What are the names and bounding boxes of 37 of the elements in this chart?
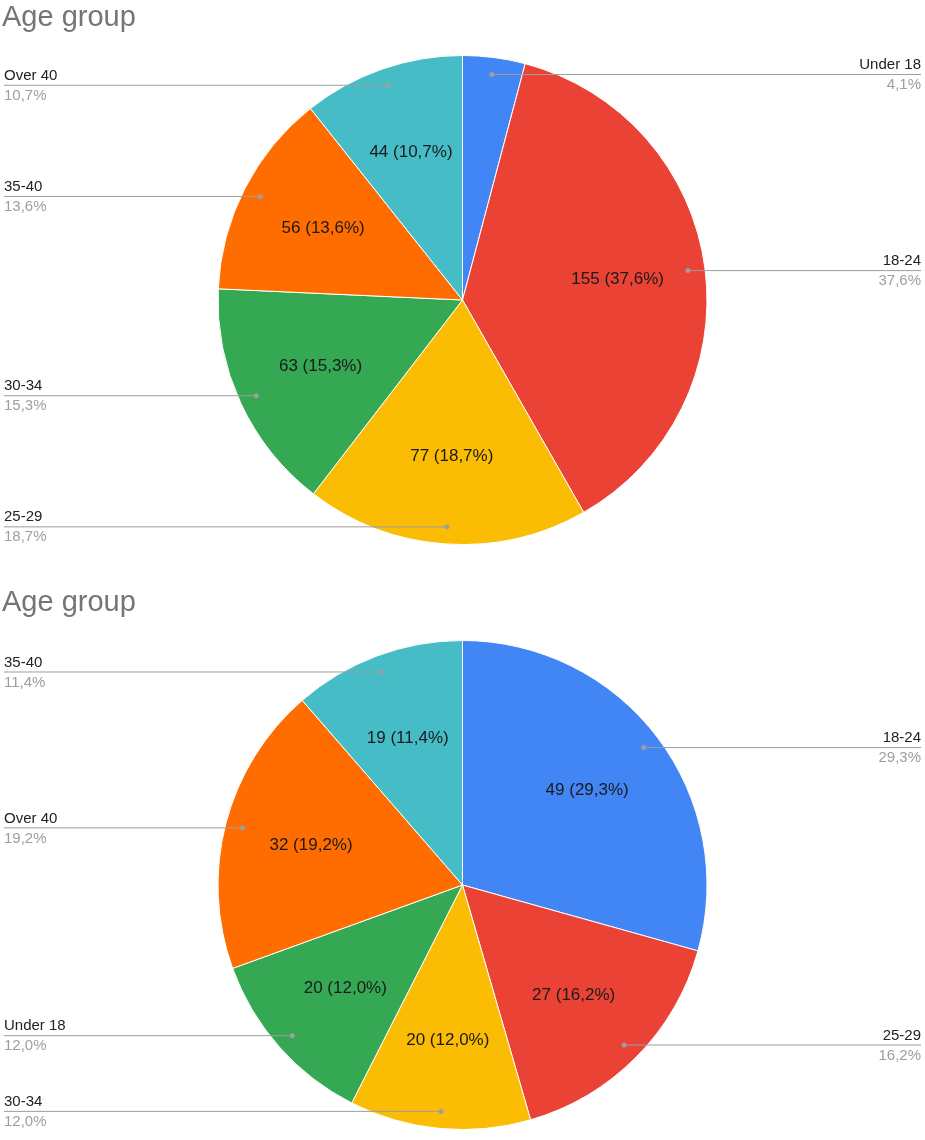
data-label: 32 (19,2%) (269, 835, 353, 855)
text: 15,3% (4, 396, 47, 414)
slice-label: 35-40 (4, 652, 43, 670)
text: 37,6% (878, 271, 921, 289)
text: 13,6% (4, 197, 47, 215)
slice-label: Under 18 (4, 1016, 66, 1034)
text: 4,1% (886, 75, 921, 93)
slice-label: Over 40 (4, 65, 58, 83)
slice-label: 18-24 (882, 728, 921, 746)
slice-label: 30-34 (4, 1092, 43, 1110)
slice-label: Over 40 (4, 808, 58, 826)
slice-label: 25-29 (882, 1025, 921, 1043)
data-label: 27 (16,2%) (532, 984, 616, 1004)
data-label: 77 (18,7%) (410, 445, 494, 465)
data-label: 20 (12,0%) (406, 1030, 490, 1050)
data-label: 20 (12,0%) (303, 978, 387, 998)
slice-label: 30-34 (4, 376, 43, 394)
text: 29,3% (878, 748, 921, 766)
text: 12,0% (4, 1112, 47, 1130)
data-label: 19 (11,4%) (366, 728, 449, 748)
data-label: 63 (15,3%) (278, 355, 363, 375)
chart-title: Age group (2, 585, 136, 618)
data-label: 44 (10,7%) (369, 141, 453, 161)
text: 12,0% (4, 1036, 47, 1054)
text: 11,4% (4, 672, 46, 690)
slice-label: 25-29 (4, 507, 43, 525)
data-label: 49 (29,3%) (545, 780, 629, 800)
text: 16,2% (878, 1045, 921, 1063)
slice-label: 35-40 (4, 177, 43, 195)
slice-label: 18-24 (882, 251, 921, 269)
chart-title: Age group (2, 0, 136, 33)
text: 18,7% (4, 527, 47, 545)
text: 19,2% (4, 828, 47, 846)
text: 10,7% (4, 85, 47, 103)
data-label: 155 (37,6%) (571, 269, 664, 289)
slice-label: Under 18 (859, 55, 921, 73)
data-label: 56 (13,6%) (281, 218, 365, 238)
